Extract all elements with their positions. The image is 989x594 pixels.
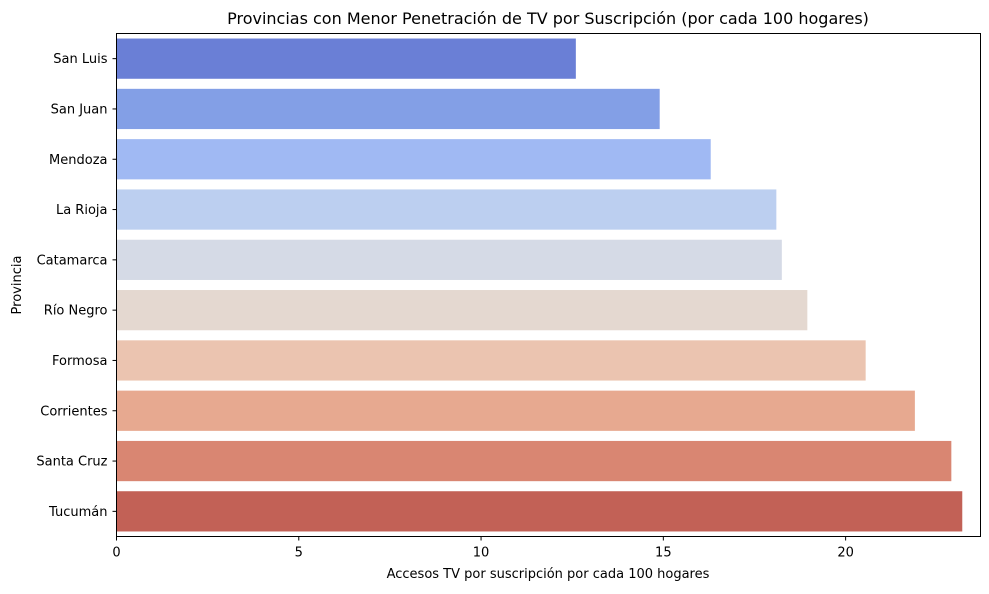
y-tick-label: Corrientes [40, 404, 107, 419]
x-tick-label: 20 [837, 546, 854, 561]
bars-group [116, 38, 963, 532]
x-tick-label: 0 [112, 546, 120, 561]
x-axis-ticks: 0 5 10 15 20 [112, 536, 854, 561]
y-tick-label: Río Negro [44, 304, 108, 319]
x-axis-label: Accesos TV por suscripción por cada 100 … [387, 567, 710, 582]
y-tick-label: Tucumán [48, 505, 107, 520]
bar-formosa [116, 340, 866, 381]
y-axis-ticks: San Luis San Juan Mendoza La Rioja Catamarca… [36, 52, 117, 520]
bar-río-negro [116, 290, 808, 331]
bar-tucumán [116, 491, 963, 532]
x-tick-label: 5 [295, 546, 303, 561]
bar-corrientes [116, 390, 915, 431]
bar-san-juan [116, 88, 660, 130]
bar-la-rioja [116, 189, 777, 230]
plot-frame [116, 33, 981, 537]
bar-santa-cruz [116, 440, 952, 482]
bar-san-luis [116, 38, 576, 79]
bar-catamarca [116, 239, 782, 280]
y-tick-label: San Juan [51, 102, 108, 117]
y-tick-label: Santa Cruz [36, 455, 107, 470]
x-tick-label: 10 [473, 546, 490, 561]
y-tick-label: Catamarca [37, 253, 108, 268]
y-tick-label: San Luis [53, 52, 107, 67]
y-tick-label: La Rioja [56, 203, 108, 218]
y-tick-label: Formosa [52, 354, 107, 369]
chart-title: Provincias con Menor Penetración de TV p… [227, 9, 869, 28]
x-tick-label: 15 [655, 546, 672, 561]
y-tick-label: Mendoza [49, 153, 107, 168]
bar-mendoza [116, 139, 711, 180]
y-axis-label: Provincia [10, 256, 25, 315]
